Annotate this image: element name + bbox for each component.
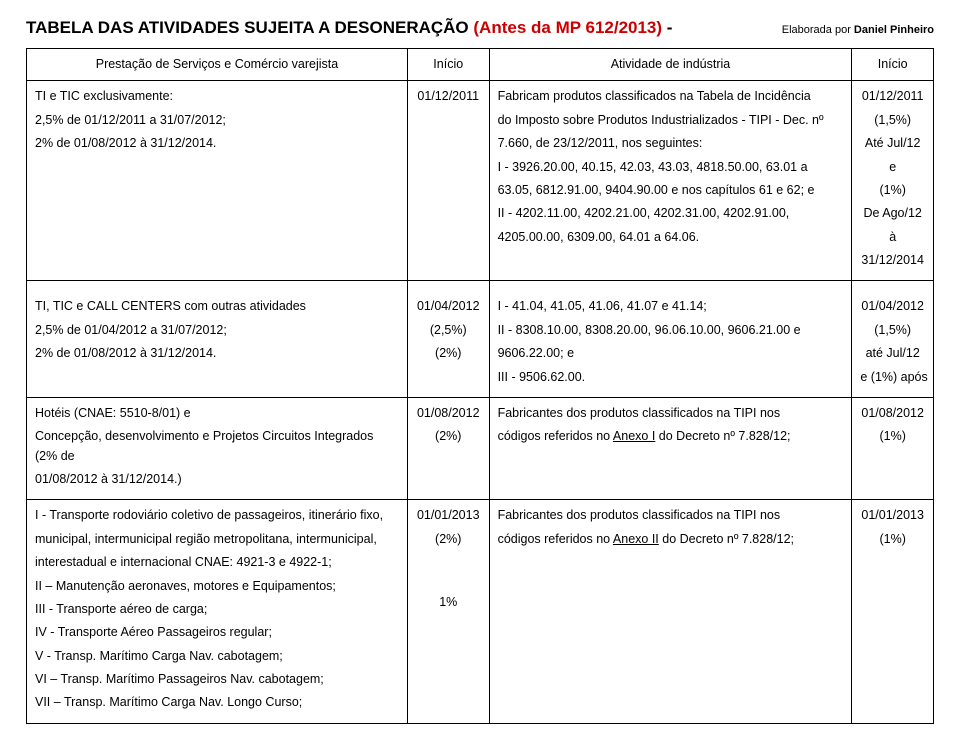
title-elab-author: Daniel Pinheiro [854,24,934,36]
anexo-link[interactable]: Anexo I [613,429,655,443]
text-line: (2%) [416,344,481,363]
text-frag: do Decreto nº 7.828/12; [655,429,790,443]
text-line: VI – Transp. Marítimo Passageiros Nav. c… [35,670,399,689]
text-line: 2% de 01/08/2012 à 31/12/2014. [35,134,399,153]
text-line: (2%) [416,530,481,549]
text-line: 1% [416,593,481,612]
text-line: TI e TIC exclusivamente: [35,87,399,106]
text-frag: códigos referidos no [498,532,613,546]
text-line: Fabricantes dos produtos classificados n… [498,404,844,423]
cell-inicio2: 01/04/2012 (1,5%) até Jul/12 e (1%) após [852,281,934,398]
title-main: TABELA DAS ATIVIDADES SUJEITA A DESONERA… [26,18,473,37]
th-col3: Atividade de indústria [489,49,852,81]
cell-right: Fabricam produtos classificados na Tabel… [489,81,852,281]
text-line: Fabricantes dos produtos classificados n… [498,506,844,525]
text-line: IV - Transporte Aéreo Passageiros regula… [35,623,399,642]
cell-inicio: 01/12/2011 [407,81,489,281]
text-line: I - Transporte rodoviário coletivo de pa… [35,506,399,525]
text-line: 2,5% de 01/04/2012 a 31/07/2012; [35,321,399,340]
text-frag: códigos referidos no [498,429,613,443]
text-line: 4205.00.00, 6309.00, 64.01 a 64.06. [498,228,844,247]
text-line: 01/08/2012 à 31/12/2014.) [35,470,399,489]
text-line: II - 4202.11.00, 4202.21.00, 4202.31.00,… [498,204,844,223]
title-red: (Antes da MP 612/2013) [473,18,662,37]
text-line: à [860,228,925,247]
text-line: (1%) [860,427,925,446]
text-line: 01/01/2013 [860,506,925,525]
th-col4: Início [852,49,934,81]
text-line: Hotéis (CNAE: 5510-8/01) e [35,404,399,423]
cell-left: TI, TIC e CALL CENTERS com outras ativid… [27,281,408,398]
text-line: códigos referidos no Anexo I do Decreto … [498,427,844,446]
text-line: (1%) [860,181,925,200]
table-row: TI, TIC e CALL CENTERS com outras ativid… [27,281,934,398]
text-line: (1,5%) [860,111,925,130]
text-line: (2%) [416,427,481,446]
cell-right: Fabricantes dos produtos classificados n… [489,397,852,500]
title-row: TABELA DAS ATIVIDADES SUJEITA A DESONERA… [26,18,934,38]
text-line: interestadual e internacional CNAE: 4921… [35,553,399,572]
cell-inicio: 01/08/2012 (2%) [407,397,489,500]
text-line: Fabricam produtos classificados na Tabel… [498,87,844,106]
text-line: 31/12/2014 [860,251,925,270]
text-line: até Jul/12 [860,344,925,363]
text-line: 63.05, 6812.91.00, 9404.90.00 e nos capí… [498,181,844,200]
cell-left: TI e TIC exclusivamente: 2,5% de 01/12/2… [27,81,408,281]
text-line: Até Jul/12 [860,134,925,153]
text-line: De Ago/12 [860,204,925,223]
text-line: 01/08/2012 [860,404,925,423]
text-line: VII – Transp. Marítimo Carga Nav. Longo … [35,693,399,712]
title-elab: Elaborada por Daniel Pinheiro [782,24,934,36]
cell-inicio2: 01/08/2012 (1%) [852,397,934,500]
text-line: 7.660, de 23/12/2011, nos seguintes: [498,134,844,153]
table-row: TI e TIC exclusivamente: 2,5% de 01/12/2… [27,81,934,281]
cell-inicio: 01/04/2012 (2,5%) (2%) [407,281,489,398]
text-line: II – Manutenção aeronaves, motores e Equ… [35,577,399,596]
title-dash: - [662,18,672,37]
cell-inicio2: 01/12/2011 (1,5%) Até Jul/12 e (1%) De A… [852,81,934,281]
table-row: Hotéis (CNAE: 5510-8/01) e Concepção, de… [27,397,934,500]
text-line: (1,5%) [860,321,925,340]
text-line: 01/04/2012 [860,297,925,316]
text-line: e [860,158,925,177]
table-header-row: Prestação de Serviços e Comércio varejis… [27,49,934,81]
text-line: Concepção, desenvolvimento e Projetos Ci… [35,427,399,466]
text-line: municipal, intermunicipal região metropo… [35,530,399,549]
text-frag: do Decreto nº 7.828/12; [659,532,794,546]
text-line: 01/12/2011 [417,89,479,103]
text-line: 01/01/2013 [416,506,481,525]
text-line: III - Transporte aéreo de carga; [35,600,399,619]
title-left: TABELA DAS ATIVIDADES SUJEITA A DESONERA… [26,18,672,38]
text-line: 2% de 01/08/2012 à 31/12/2014. [35,344,399,363]
text-line: (1%) [860,530,925,549]
main-table: Prestação de Serviços e Comércio varejis… [26,48,934,724]
page: TABELA DAS ATIVIDADES SUJEITA A DESONERA… [0,0,960,744]
cell-right: I - 41.04, 41.05, 41.06, 41.07 e 41.14; … [489,281,852,398]
text-line: (2,5%) [416,321,481,340]
text-line: I - 41.04, 41.05, 41.06, 41.07 e 41.14; [498,297,844,316]
text-line: 01/12/2011 [860,87,925,106]
title-elab-prefix: Elaborada por [782,24,854,36]
text-line: 01/04/2012 [416,297,481,316]
text-line: III - 9506.62.00. [498,368,844,387]
text-line: TI, TIC e CALL CENTERS com outras ativid… [35,297,399,316]
text-line: II - 8308.10.00, 8308.20.00, 96.06.10.00… [498,321,844,340]
text-line: 2,5% de 01/12/2011 a 31/07/2012; [35,111,399,130]
th-col2: Início [407,49,489,81]
anexo-link[interactable]: Anexo II [613,532,659,546]
text-line: V - Transp. Marítimo Carga Nav. cabotage… [35,647,399,666]
cell-left: Hotéis (CNAE: 5510-8/01) e Concepção, de… [27,397,408,500]
text-line: 01/08/2012 [416,404,481,423]
text-line: I - 3926.20.00, 40.15, 42.03, 43.03, 481… [498,158,844,177]
text-line: do Imposto sobre Produtos Industrializad… [498,111,844,130]
th-col1: Prestação de Serviços e Comércio varejis… [27,49,408,81]
text-line: e (1%) após [860,368,925,387]
text-line: 9606.22.00; e [498,344,844,363]
text-line: códigos referidos no Anexo II do Decreto… [498,530,844,549]
